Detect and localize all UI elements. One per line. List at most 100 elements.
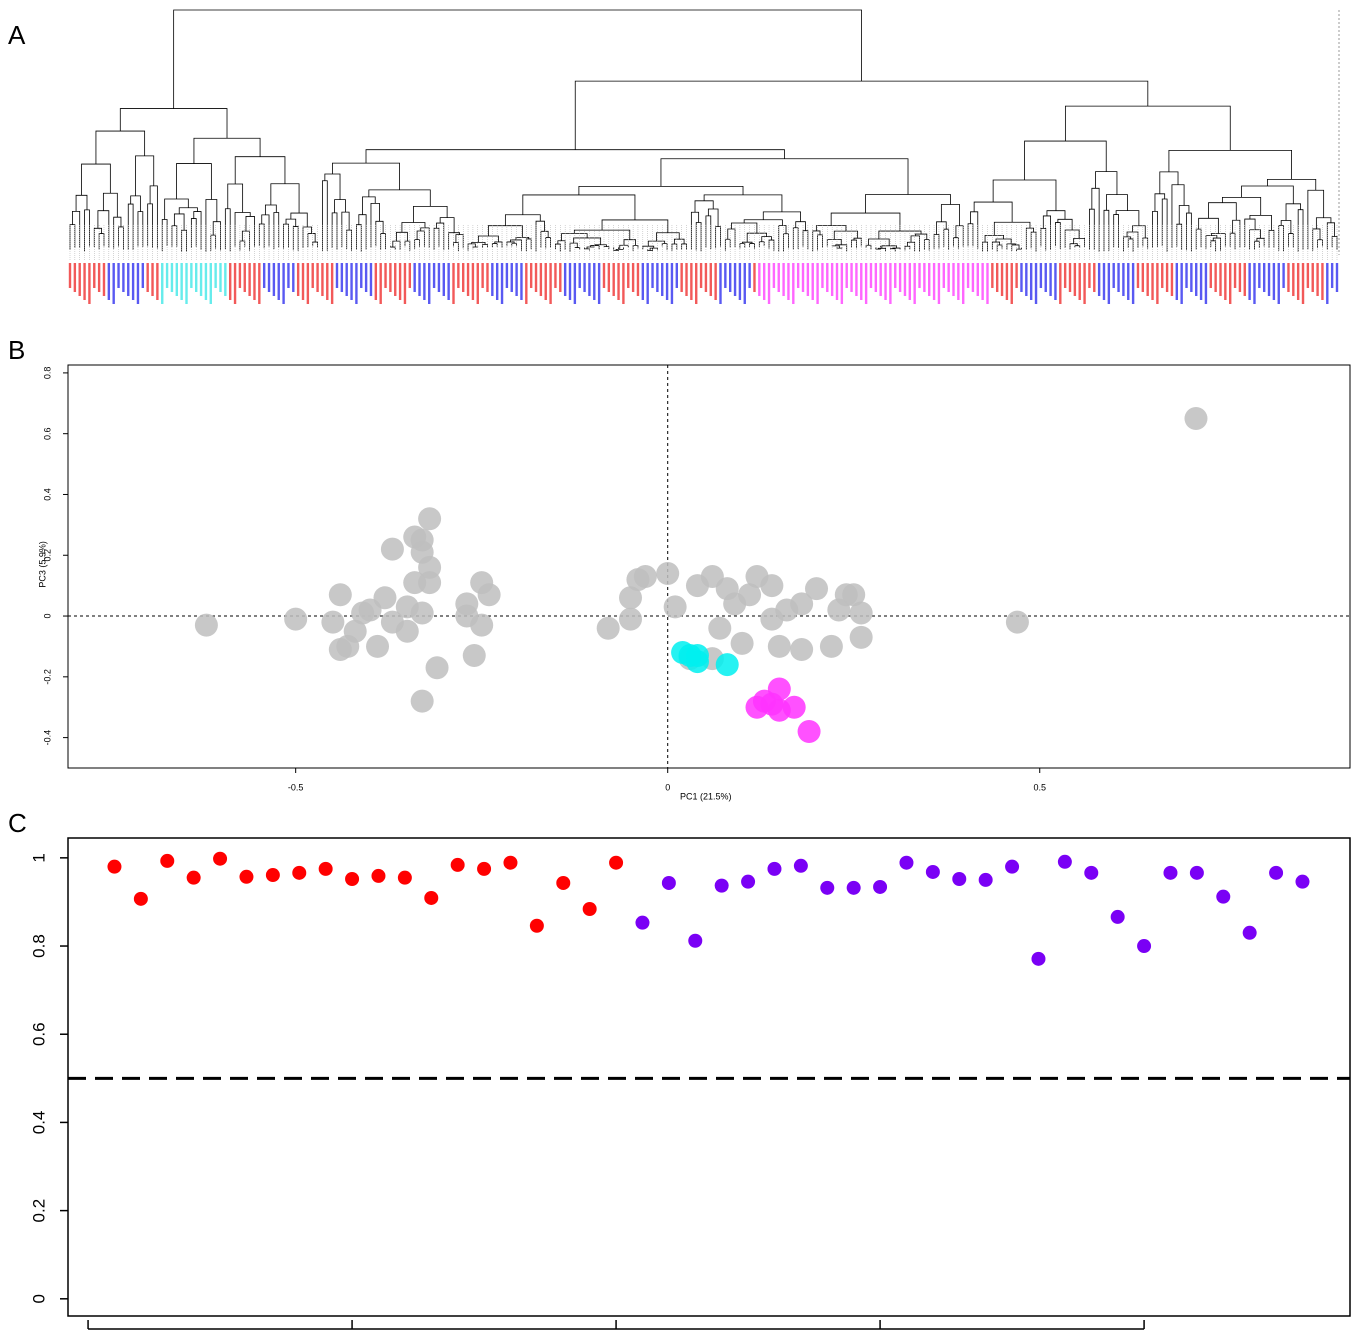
leaf-label	[767, 263, 771, 304]
dendrogram-branch	[1095, 171, 1118, 195]
leaf-label	[602, 263, 606, 288]
point	[366, 634, 390, 658]
leaf-label	[971, 263, 975, 292]
dendrogram-branch	[1221, 196, 1262, 216]
leaf-label	[389, 263, 392, 292]
dendrogram-branch	[193, 211, 202, 250]
point	[708, 616, 732, 640]
point	[1084, 865, 1099, 880]
point	[418, 507, 442, 531]
leaf-label	[394, 263, 397, 296]
leaf-label	[107, 263, 111, 300]
point	[213, 851, 228, 866]
point	[688, 933, 703, 948]
leaf-label	[190, 263, 193, 288]
leaf-label	[374, 263, 378, 300]
leaf-label	[966, 263, 970, 288]
dendrogram-branch	[632, 244, 639, 251]
dendrogram-branch	[906, 241, 916, 252]
leaf-label	[1175, 263, 1179, 300]
point	[1031, 951, 1046, 966]
dendrogram-branch	[1113, 214, 1119, 248]
leaf-label	[330, 263, 334, 304]
dendrogram-branch	[365, 149, 785, 164]
leaf-label	[617, 263, 620, 300]
dendrogram-branch	[656, 232, 680, 242]
leaf-label	[1054, 263, 1057, 300]
point	[849, 625, 873, 649]
dendrogram-branch	[1171, 184, 1185, 248]
dendrogram-branch	[590, 245, 600, 250]
dendrogram-branch	[210, 234, 217, 251]
leaf-label	[1131, 263, 1135, 304]
dendrogram-branch	[758, 241, 765, 247]
leaf-label	[947, 263, 950, 292]
point	[820, 880, 835, 895]
leaf-label	[1112, 263, 1115, 288]
point	[1295, 874, 1310, 889]
leaf-label	[1272, 263, 1276, 300]
leaf-label	[68, 263, 72, 288]
leaf-label	[549, 263, 552, 304]
leaf-label	[165, 263, 169, 288]
dendrogram-branch	[283, 223, 289, 249]
leaf-label	[1258, 263, 1261, 288]
leaf-label	[753, 263, 756, 292]
dendrogram-branch	[724, 238, 731, 251]
dendrogram-branch	[594, 244, 607, 247]
dendrogram-branch	[1229, 232, 1236, 250]
point	[846, 880, 861, 895]
point	[782, 695, 806, 719]
dendrogram-branch	[439, 217, 455, 233]
leaf-label	[1146, 263, 1149, 296]
leaf-label	[355, 263, 358, 304]
leaf-label	[627, 263, 630, 288]
leaf-label	[262, 263, 266, 288]
dendrogram-branch	[1006, 243, 1016, 250]
dendrogram-branch	[239, 240, 246, 251]
dendrogram-branch	[881, 245, 897, 249]
leaf-label	[772, 263, 776, 288]
leaf-label	[1034, 263, 1038, 304]
leaf-label	[88, 263, 91, 304]
dendrogram-branch	[673, 238, 685, 244]
leaf-label	[515, 263, 518, 296]
leaf-label	[1044, 263, 1047, 292]
dendrogram-branch	[660, 158, 909, 195]
dendrogram-branch	[102, 192, 118, 218]
leaf-label	[1078, 263, 1081, 300]
leaf-label	[704, 263, 708, 292]
dendrogram-branch	[511, 242, 518, 247]
point	[805, 577, 829, 601]
point	[133, 891, 148, 906]
leaf-label	[156, 263, 159, 300]
dendrogram-branch	[1115, 210, 1140, 226]
dendrogram-branch	[1297, 209, 1304, 252]
leaf-label	[1219, 263, 1222, 296]
point	[635, 915, 650, 930]
leaf-label	[675, 263, 679, 288]
leaf-label	[423, 263, 426, 300]
leaf-label	[1127, 263, 1130, 300]
leaf-label	[1141, 263, 1145, 292]
leaf-label	[1238, 263, 1242, 292]
leaf-label	[180, 263, 183, 300]
leaf-label	[932, 263, 936, 300]
leaf-label	[379, 263, 382, 304]
dendrogram-branch	[936, 221, 947, 235]
dendrogram-branch	[324, 173, 341, 200]
dendrogram-branch	[1161, 198, 1168, 252]
dendrogram-branch	[270, 183, 300, 214]
point	[477, 583, 501, 607]
dendrogram-branch	[613, 246, 619, 251]
dendrogram-branch	[389, 246, 396, 250]
leaf-label	[1326, 263, 1329, 304]
dendrogram-branch	[396, 231, 408, 242]
leaf-label	[1190, 263, 1193, 292]
leaf-label	[845, 263, 848, 288]
dendrogram-branch	[1210, 233, 1226, 247]
leaf-label	[573, 263, 577, 304]
dendrogram-branch	[647, 240, 666, 247]
dendrogram-branch	[346, 229, 352, 251]
dendrogram-branch	[368, 189, 431, 207]
